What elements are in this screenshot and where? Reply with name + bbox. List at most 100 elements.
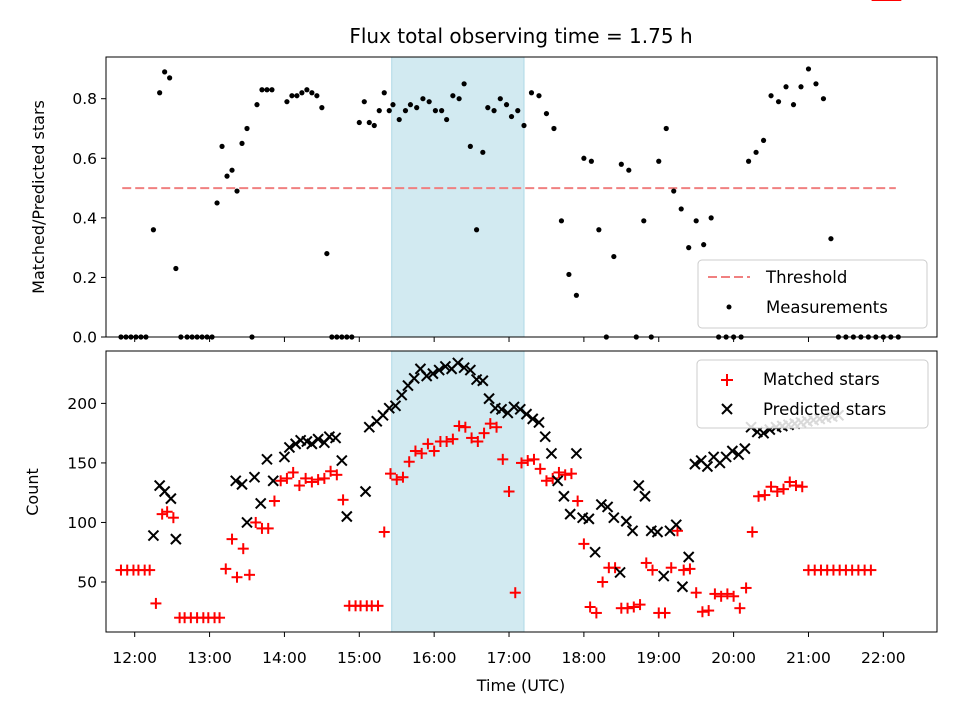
measurement-point [790,102,797,108]
x-marker-b [514,403,526,416]
x-marker-b [433,364,445,376]
measurement-point [386,108,392,114]
matched-star-point [622,602,634,614]
measurement-point [356,119,362,126]
x-tick-label: 15:00 [337,649,382,667]
x-marker-b [230,475,242,487]
matched-star-point [728,590,740,602]
y-tick-label: 0.0 [72,329,97,347]
measurement-point [396,116,402,123]
matched-star-point [522,455,534,467]
legend-predicted-label: Predicted stars [763,400,886,419]
matched-star-point [696,606,708,618]
matched-star-point [428,445,440,457]
predicted-star-point [312,433,324,445]
matched-star-point [540,475,552,487]
predicted-star-point [336,454,348,467]
matched-star-point [746,526,758,538]
measurement-point [503,102,510,108]
x-marker-b [527,413,539,425]
predicted-star-point [389,400,402,412]
predicted-star-point [420,370,433,382]
matched-star-point [378,526,390,538]
predicted-star-point [329,432,342,444]
matched-star-point [759,489,771,501]
x-tick-label: 21:00 [786,649,831,667]
measurement-point [805,66,812,72]
predicted-star-point [483,392,495,405]
matched-star-point [391,474,403,486]
predicted-star-point [570,447,583,460]
legend-measurement-swatch [726,304,732,310]
measurement-point [219,143,225,149]
predicted-star-point [396,389,408,401]
matched-star-point [384,468,396,480]
x-tick-label: 14:00 [262,649,307,667]
top-observing-window-shade [391,56,525,338]
bottom-legend: Matched stars Predicted stars [696,359,929,429]
matched-star-point [161,506,173,518]
x-marker-b [278,451,291,463]
predicted-star-point [527,413,539,425]
x-marker-b [341,510,353,523]
measurement-point [497,96,503,102]
measurement-point [264,87,270,93]
x-marker-b [608,511,620,524]
matched-star-point [318,472,330,484]
x-marker-b [153,479,166,492]
y-tick-label: 200 [67,395,97,413]
x-marker-b [726,445,739,457]
matched-star-point [534,463,546,475]
x-marker-b [551,475,564,487]
predicted-star-point [626,525,639,537]
predicted-star-point [589,546,601,558]
predicted-star-point [564,508,576,520]
measurement-point [813,81,819,87]
measurement-point [775,99,782,105]
matched-star-point [409,445,421,457]
measurement-point [444,116,450,123]
measurement-point [461,81,467,87]
predicted-star-point [165,492,177,505]
x-marker-b [645,525,657,537]
x-marker-b [170,533,182,545]
matched-star-point [372,600,384,612]
matched-star-point [144,564,156,576]
predicted-star-point [508,401,520,413]
predicted-star-point [533,416,545,429]
x-marker-b [589,546,601,558]
matched-star-point [778,483,790,495]
x-marker-b [464,364,477,376]
top-y-axis-label: Matched/Predicted stars [29,100,48,294]
predicted-star-point [633,479,645,492]
measurement-point [426,99,432,105]
predicted-star-point [651,526,664,538]
x-marker-b [408,372,420,385]
measurement-point [304,87,310,93]
x-marker-b [757,427,770,439]
bottom-observing-window-shade [391,350,525,633]
matched-star-point [647,564,659,576]
predicted-star-point [757,427,770,439]
measurement-point [229,167,235,173]
matched-star-point [578,538,590,550]
x-marker-b [658,570,670,582]
matched-star-point [628,601,640,613]
matched-star-point [753,490,765,502]
measurement-point [439,108,445,114]
x-marker-b [689,458,701,470]
predicted-star-point [241,516,253,529]
measurement-point [543,110,550,117]
bottom-panel: 50 100 150 200 12:00 13:00 14:00 15:00 16:00 17:… [23,0,938,695]
x-marker-b [477,375,489,387]
measurement-point [244,125,250,132]
measurement-point [371,122,377,129]
legend-threshold-label: Threshold [765,268,847,287]
measurement-point [361,99,367,105]
matched-star-point [678,564,690,576]
legend-measurement-label: Measurements [766,298,888,317]
measurement-point [701,242,707,248]
x-marker-b [363,421,375,433]
predicted-star-point [439,360,452,373]
